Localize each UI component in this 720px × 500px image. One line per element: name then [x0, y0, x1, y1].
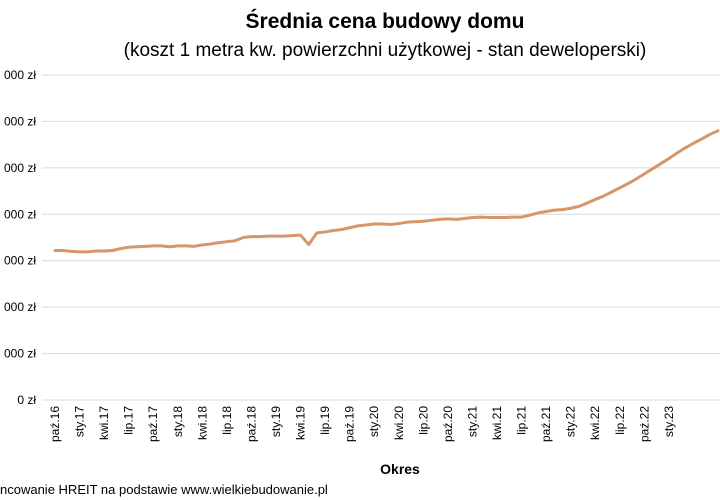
y-tick-label: 0 zł: [17, 393, 36, 407]
series-line: [53, 129, 720, 254]
y-tick-label: 000 zł: [4, 114, 36, 128]
x-tick-label: lip.21: [515, 406, 529, 435]
x-tick-label: paź.22: [637, 406, 651, 442]
y-tick-label: 000 zł: [4, 254, 36, 268]
x-tick-label: paź.17: [146, 406, 160, 442]
x-tick-label: lip.17: [122, 406, 136, 435]
x-tick-label: sty.19: [269, 406, 283, 437]
x-tick-label: lip.22: [613, 406, 627, 435]
x-axis-ticks: paź.16 sty.17 kwi.17 lip.17 paź.17 sty.18 kwi.…: [48, 406, 676, 442]
x-tick-label: sty.18: [171, 406, 185, 437]
x-tick-label: paź.18: [244, 406, 258, 442]
x-tick-label: paź.20: [441, 406, 455, 442]
x-tick-label: paź.21: [539, 406, 553, 442]
x-tick-label: kwi.20: [392, 406, 406, 440]
y-tick-label: 000 zł: [4, 68, 36, 82]
x-tick-label: paź.16: [48, 406, 62, 442]
source-note: ncowanie HREIT na podstawie www.wielkieb…: [0, 482, 328, 497]
y-axis-ticks: 0 zł 000 zł 000 zł 000 zł 000 zł 000 zł 000 zł…: [4, 68, 36, 407]
x-tick-label: sty.20: [367, 406, 381, 437]
y-tick-label: 000 zł: [4, 347, 36, 361]
x-tick-label: lip.18: [220, 406, 234, 435]
x-tick-label: paź.19: [343, 406, 357, 442]
x-tick-label: sty.21: [465, 406, 479, 437]
x-tick-label: sty.17: [73, 406, 87, 437]
x-axis-label: Okres: [380, 461, 420, 477]
x-tick-label: kwi.21: [490, 406, 504, 440]
y-tick-label: 000 zł: [4, 300, 36, 314]
y-tick-label: 000 zł: [4, 161, 36, 175]
x-tick-label: kwi.18: [195, 406, 209, 440]
x-tick-label: sty.23: [662, 406, 676, 437]
chart-title: Średnia cena budowy domu: [246, 9, 525, 33]
x-tick-label: kwi.17: [97, 406, 111, 440]
x-tick-label: lip.20: [416, 406, 430, 435]
x-tick-label: kwi.19: [294, 406, 308, 440]
x-tick-label: sty.22: [564, 406, 578, 437]
chart-subtitle: (koszt 1 metra kw. powierzchni użytkowej…: [124, 40, 647, 61]
x-tick-label: lip.19: [318, 406, 332, 435]
grid-lines: [42, 74, 720, 401]
x-tick-label: kwi.22: [588, 406, 602, 440]
y-tick-label: 000 zł: [4, 207, 36, 221]
